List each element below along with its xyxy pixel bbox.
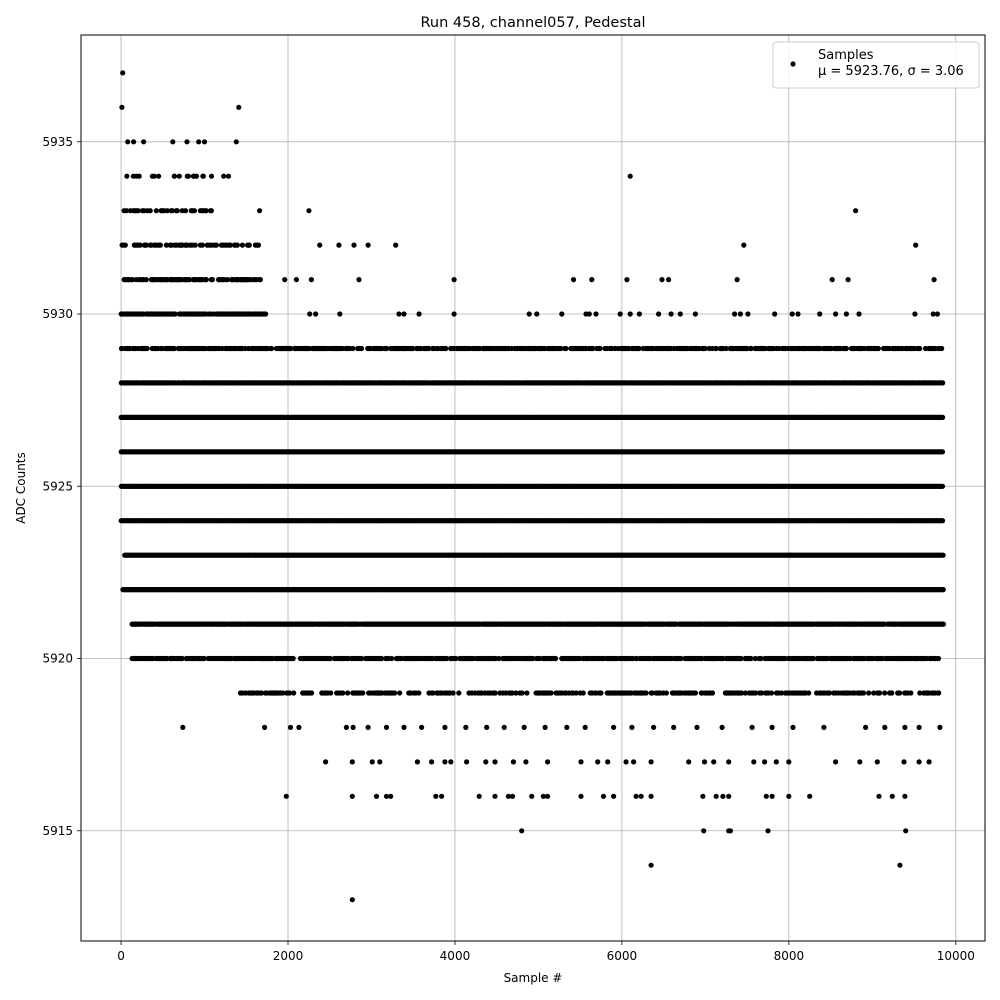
data-point: [940, 518, 946, 524]
data-point: [345, 690, 351, 696]
data-point: [359, 655, 365, 662]
data-point: [935, 655, 942, 662]
data-point: [871, 690, 877, 696]
data-point: [752, 655, 758, 662]
data-point: [897, 690, 903, 696]
data-point: [580, 690, 586, 696]
data-point: [456, 690, 462, 696]
data-point: [416, 690, 422, 696]
data-point: [649, 690, 655, 696]
data-point: [378, 655, 385, 662]
data-point: [810, 655, 816, 662]
data-point: [752, 690, 759, 696]
data-point: [201, 655, 207, 662]
data-point: [709, 690, 716, 696]
data-point: [430, 690, 436, 696]
data-points: [118, 70, 947, 903]
data-point: [397, 690, 403, 696]
data-point: [826, 690, 833, 696]
data-point: [309, 690, 315, 696]
data-point: [768, 690, 775, 696]
data-point: [643, 690, 649, 696]
data-point: [779, 690, 785, 696]
data-point: [939, 483, 946, 489]
data-point: [553, 655, 559, 662]
data-point: [496, 655, 502, 662]
data-point: [861, 690, 867, 696]
data-point: [598, 690, 604, 696]
data-point: [492, 690, 498, 696]
data-point: [940, 587, 946, 593]
data-point: [806, 690, 812, 696]
data-point: [290, 655, 296, 662]
data-point: [742, 690, 749, 696]
data-point: [759, 690, 765, 696]
data-point: [444, 655, 450, 662]
data-point: [940, 621, 947, 627]
data-point: [259, 690, 265, 696]
data-point: [663, 690, 670, 696]
data-point: [179, 655, 185, 662]
data-point: [389, 655, 395, 662]
data-point: [530, 655, 536, 662]
data-point: [524, 690, 530, 696]
data-point: [280, 690, 286, 696]
data-point: [940, 552, 946, 558]
data-point: [917, 690, 923, 696]
data-point: [908, 690, 914, 696]
data-point: [738, 655, 744, 662]
data-point: [453, 655, 459, 662]
data-point: [450, 690, 456, 696]
data-point: [936, 690, 942, 696]
data-point: [889, 690, 895, 696]
data-point: [360, 690, 366, 696]
data-point: [748, 655, 754, 662]
data-point: [692, 690, 699, 696]
data-point: [758, 655, 764, 662]
data-point: [519, 690, 525, 696]
data-point: [509, 690, 515, 696]
data-point: [513, 690, 519, 696]
data-point: [392, 690, 398, 696]
data-point: [548, 690, 554, 696]
data-point: [328, 690, 334, 696]
data-point: [882, 690, 888, 696]
data-point: [877, 690, 883, 696]
data-point: [739, 690, 745, 696]
data-point: [340, 690, 346, 696]
data-point: [291, 690, 297, 696]
data-point: [287, 690, 293, 696]
data-point: [327, 655, 333, 662]
data-point: [866, 690, 872, 696]
data-point: [678, 655, 684, 662]
data-point: [573, 690, 579, 696]
